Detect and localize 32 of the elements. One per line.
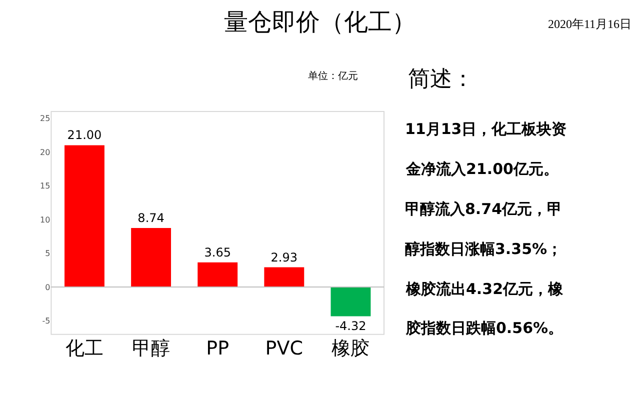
bar [330,287,371,316]
text: 2020年11月16日 [548,17,632,31]
y-tick-label: 15 [40,182,50,191]
text: 胶指数日跌幅0.56%。 [405,319,564,337]
data-label: 8.74 [138,211,164,226]
y-tick-label: 0 [45,282,50,292]
x-tick-label: 化工 [65,337,104,360]
bar [198,262,238,288]
text: 简述： [408,67,474,92]
chart-subtitle: 单位：亿元 [308,70,358,82]
data-label: -4.32 [335,319,366,334]
text: 11月13日，化工板块资 [405,120,567,138]
x-tick-label: PP [206,337,230,360]
y-tick-label: 20 [40,148,50,157]
text: 甲醇流入8.74亿元，甲 [405,200,562,218]
y-tick-label: -5 [42,316,50,326]
bar [131,228,172,288]
data-label: 2.93 [270,250,298,264]
data-label: 3.65 [204,245,231,260]
y-tick-label: 10 [40,215,50,224]
y-tick-label: 5 [45,249,50,258]
chart-title: 量仓即价（化工） [224,8,416,36]
data-label: 21.00 [67,128,102,142]
bar [264,267,304,288]
text: 橡胶流出4.32亿元，橡 [405,280,564,298]
x-tick-label: 甲醇 [132,337,170,360]
bar [64,145,104,288]
x-tick-label: PVC [265,337,304,360]
text: 醇指数日涨幅3.35%； [405,240,562,258]
y-tick-label: 25 [40,114,50,123]
text: 金净流入21.00亿元。 [405,160,558,178]
x-tick-label: 橡胶 [332,337,370,360]
